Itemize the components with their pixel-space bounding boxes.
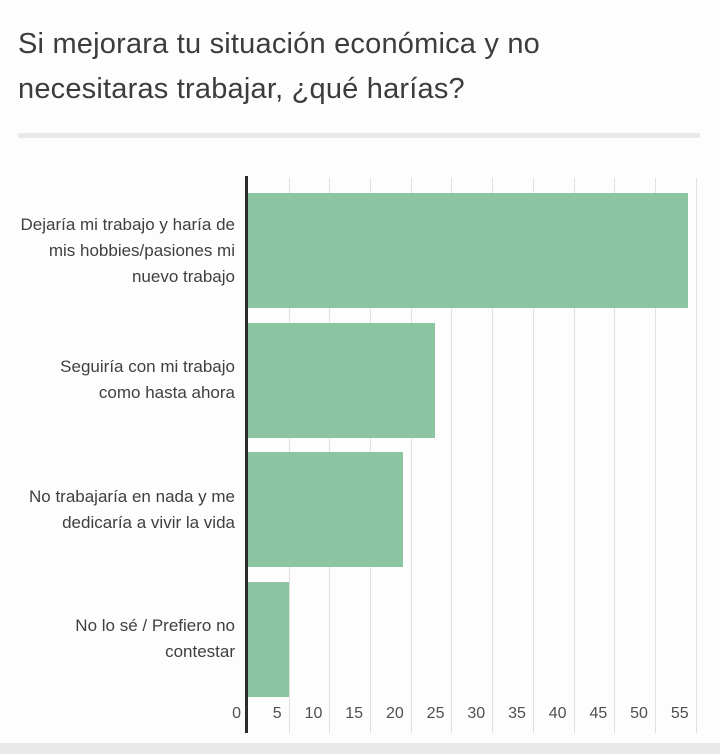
gridline xyxy=(492,178,494,733)
gridline xyxy=(410,178,412,733)
gridline xyxy=(532,178,534,733)
category-label: Seguiría con mi trabajo como hasta ahora xyxy=(60,357,235,402)
bar-4 xyxy=(248,581,289,697)
category-label: No lo sé / Prefiero no contestar xyxy=(75,616,235,661)
x-axis-tick-label: 40 xyxy=(548,705,567,722)
footer-strip xyxy=(0,743,720,754)
category-label: Dejaría mi trabajo y haría de mis hobbie… xyxy=(20,214,236,286)
x-axis-tick-label: 30 xyxy=(467,705,486,722)
gridline xyxy=(573,178,575,733)
x-axis-tick-label: 55 xyxy=(670,705,689,722)
x-axis-tick-label: 10 xyxy=(304,705,323,722)
chart-title: Si mejorara tu situación económica y no … xyxy=(18,28,540,105)
bar-3 xyxy=(248,452,403,567)
category-label: No trabajaría en nada y me dedicaría a v… xyxy=(28,486,235,532)
gridline xyxy=(614,178,616,733)
gridline xyxy=(451,178,453,733)
x-axis-tick-label: 35 xyxy=(508,705,526,722)
plot-area: 0 5 10 15 20 25 30 35 40 45 50 55 xyxy=(232,178,716,733)
x-axis-tick-label: 20 xyxy=(385,705,404,722)
category-axis: Dejaría mi trabajo y haría de mis hobbie… xyxy=(14,178,236,733)
gridline xyxy=(695,178,697,733)
bar-2 xyxy=(248,322,436,438)
x-axis-tick-label: 25 xyxy=(426,705,445,722)
title-divider xyxy=(18,133,700,138)
y-axis-line xyxy=(245,176,248,733)
x-axis-tick-label: 5 xyxy=(272,705,282,722)
x-axis-tick-label: 15 xyxy=(345,705,364,722)
x-axis-tick-label: 0 xyxy=(232,705,241,722)
x-axis-tick-label: 45 xyxy=(589,705,608,722)
x-axis-tick-label: 50 xyxy=(630,705,648,722)
gridline xyxy=(654,178,656,733)
bar-1 xyxy=(248,193,688,308)
